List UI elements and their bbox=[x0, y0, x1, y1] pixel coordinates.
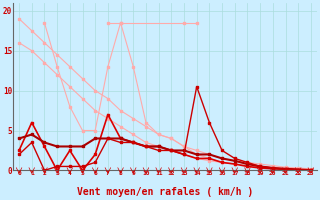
X-axis label: Vent moyen/en rafales ( km/h ): Vent moyen/en rafales ( km/h ) bbox=[77, 187, 253, 197]
